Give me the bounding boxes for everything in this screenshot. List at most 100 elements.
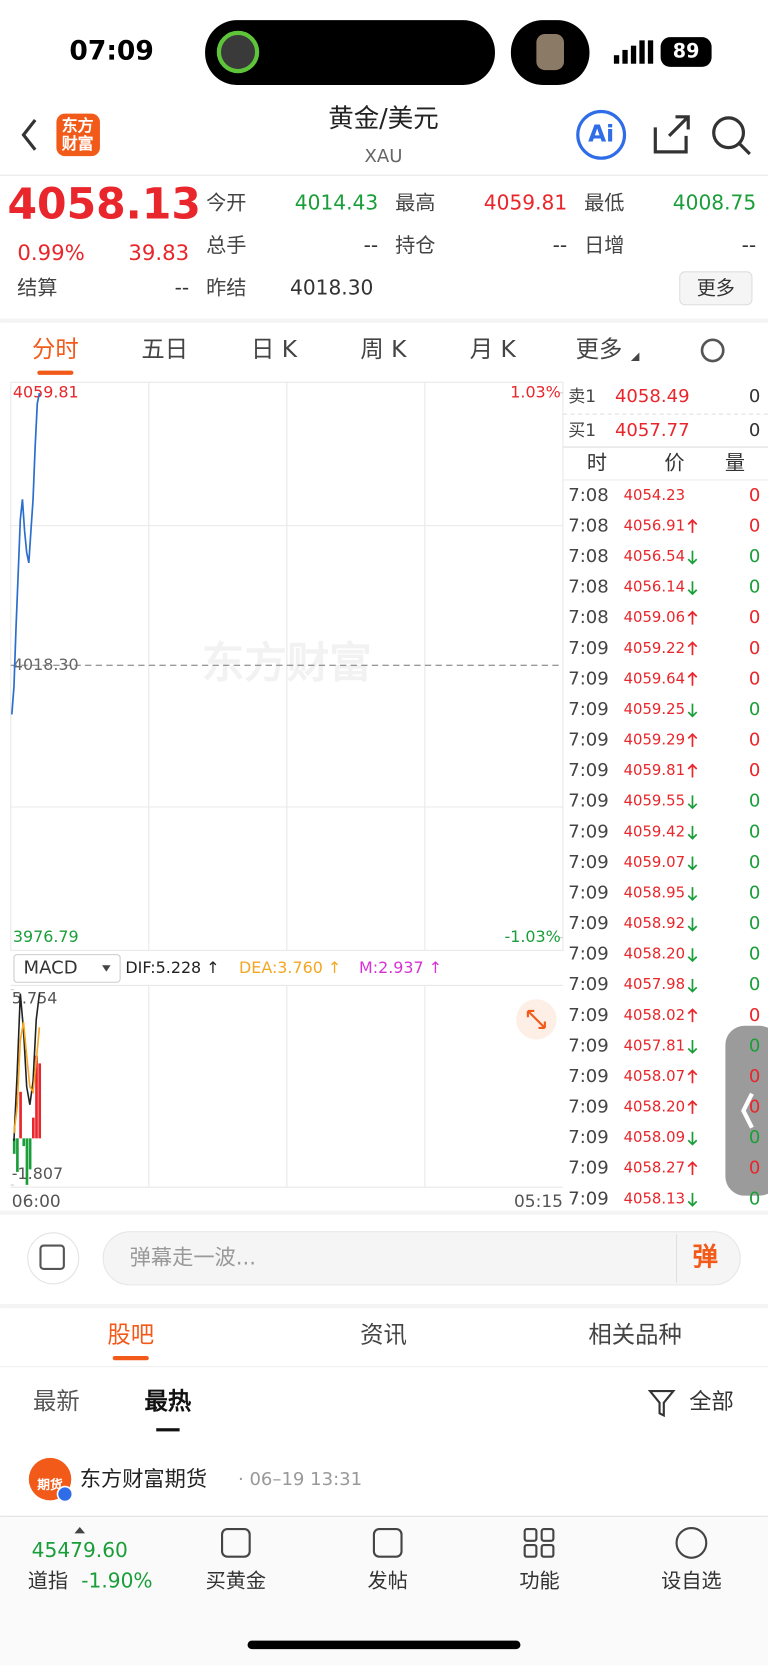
trade-direction bbox=[687, 610, 698, 625]
section-tab[interactable]: 相关品种 bbox=[588, 1320, 681, 1348]
tab[interactable]: 月 K bbox=[470, 335, 517, 363]
trade-price: 4056.91 bbox=[624, 516, 685, 534]
indicator-select[interactable] bbox=[13, 954, 121, 983]
back-button[interactable] bbox=[21, 119, 37, 151]
trade-volume: 0 bbox=[749, 668, 760, 689]
trade-price: 4056.54 bbox=[624, 547, 685, 565]
nav-item[interactable]: 设自选 bbox=[661, 1569, 721, 1593]
page-subtitle: XAU bbox=[365, 146, 403, 167]
trade-time: 7:09 bbox=[568, 944, 609, 965]
chevron bbox=[741, 1092, 754, 1129]
legend-entry: M:2.937 ↑ bbox=[359, 958, 442, 977]
nav-item[interactable]: 发帖 bbox=[368, 1569, 408, 1593]
logo-text: 财富 bbox=[62, 134, 94, 153]
trade-time: 7:09 bbox=[568, 974, 609, 995]
macd-line bbox=[13, 1021, 41, 1134]
trade-price: 4057.81 bbox=[624, 1036, 685, 1054]
trade-price: 4058.07 bbox=[624, 1067, 685, 1085]
trade-volume: 0 bbox=[749, 730, 760, 751]
filter-all[interactable]: 全部 bbox=[689, 1389, 734, 1415]
tab[interactable]: 周 K bbox=[360, 335, 407, 363]
book-volume: 0 bbox=[749, 420, 760, 441]
filter-tab[interactable]: 最新 bbox=[33, 1387, 80, 1415]
trade-direction bbox=[687, 1039, 698, 1054]
danmaku-button[interactable]: 弹 bbox=[692, 1242, 717, 1272]
field-label: 持仓 bbox=[395, 233, 435, 257]
filter-tab[interactable]: 最热 bbox=[145, 1387, 192, 1415]
side-panel-toggle[interactable] bbox=[725, 1025, 768, 1196]
trade-direction bbox=[687, 978, 698, 993]
trade-volume: 0 bbox=[749, 485, 760, 506]
ai-label: Ai bbox=[588, 119, 614, 147]
book-price: 4058.49 bbox=[615, 386, 690, 407]
trade-price: 4059.42 bbox=[624, 822, 685, 840]
tab[interactable]: 分时 bbox=[32, 335, 79, 363]
trade-volume: 0 bbox=[749, 1035, 760, 1056]
comment-placeholder: 弹幕走一波... bbox=[130, 1245, 256, 1270]
island-avatar bbox=[536, 33, 564, 71]
index-change: -1.90% bbox=[81, 1569, 152, 1593]
settings-button[interactable] bbox=[700, 338, 725, 363]
search-handle bbox=[738, 142, 751, 156]
more-button[interactable] bbox=[679, 271, 753, 306]
status-time: 07:09 bbox=[69, 36, 153, 67]
trade-price: 4059.55 bbox=[624, 792, 685, 810]
trade-volume: 0 bbox=[749, 974, 760, 995]
trade-direction bbox=[687, 763, 698, 778]
field-value: -- bbox=[364, 233, 379, 257]
tab[interactable]: 五日 bbox=[141, 335, 188, 363]
nav-item[interactable]: 功能 bbox=[519, 1569, 559, 1593]
trade-direction bbox=[687, 518, 698, 533]
trade-volume: 0 bbox=[749, 913, 760, 934]
y-tick-label: 4018.30 bbox=[13, 655, 79, 674]
trade-direction bbox=[687, 825, 698, 840]
trade-direction bbox=[687, 856, 698, 871]
trade-volume: 0 bbox=[749, 638, 760, 659]
divider bbox=[0, 1303, 768, 1309]
trade-volume: 0 bbox=[749, 1188, 760, 1209]
verified-badge bbox=[56, 1485, 74, 1503]
y2-tick-label: -1.03% bbox=[505, 927, 561, 946]
trade-time: 7:09 bbox=[568, 1035, 609, 1056]
tab[interactable]: 更多 bbox=[576, 335, 623, 363]
section-tab[interactable]: 股吧 bbox=[107, 1320, 154, 1348]
app-logo bbox=[56, 113, 100, 157]
search-button[interactable] bbox=[712, 116, 746, 150]
trade-time: 7:08 bbox=[568, 577, 609, 598]
trade-volume: 0 bbox=[749, 944, 760, 965]
trade-direction bbox=[687, 550, 698, 565]
tab-underline bbox=[112, 1355, 149, 1361]
tab[interactable]: 日 K bbox=[251, 335, 298, 363]
more-label: 更多 bbox=[697, 276, 735, 299]
trade-time: 7:09 bbox=[568, 668, 609, 689]
share-button[interactable] bbox=[653, 115, 690, 154]
macd-bar bbox=[12, 1138, 16, 1154]
nav-item[interactable]: 买黄金 bbox=[206, 1569, 266, 1593]
y2-tick-label: 1.03% bbox=[510, 382, 561, 401]
dynamic-island bbox=[205, 20, 495, 85]
field-label: 最高 bbox=[395, 190, 435, 214]
y-tick-label: -1.807 bbox=[12, 1164, 63, 1183]
home-indicator bbox=[247, 1640, 521, 1650]
trade-time: 7:09 bbox=[568, 791, 609, 812]
field-value: -- bbox=[175, 275, 190, 299]
field-label: 最低 bbox=[584, 190, 624, 214]
trade-direction bbox=[687, 1161, 698, 1176]
ai-button[interactable] bbox=[576, 109, 627, 160]
menu-button[interactable] bbox=[27, 1232, 80, 1285]
trade-price: 4056.14 bbox=[624, 578, 685, 596]
trade-direction bbox=[687, 917, 698, 932]
trade-price: 4058.13 bbox=[624, 1189, 685, 1207]
trade-time: 7:09 bbox=[568, 760, 609, 781]
trade-price: 4058.95 bbox=[624, 883, 685, 901]
logo-text: 东方 bbox=[62, 116, 94, 135]
field-value: 4014.43 bbox=[295, 190, 378, 214]
trade-time: 7:09 bbox=[568, 1188, 609, 1209]
section-tab[interactable]: 资讯 bbox=[360, 1320, 407, 1348]
macd-bar bbox=[22, 1138, 26, 1147]
comment-input[interactable] bbox=[102, 1231, 741, 1286]
trade-time: 7:08 bbox=[568, 546, 609, 567]
filter-icon[interactable] bbox=[647, 1389, 676, 1418]
trade-price: 4059.29 bbox=[624, 731, 685, 749]
bottom-icons bbox=[221, 1526, 708, 1559]
